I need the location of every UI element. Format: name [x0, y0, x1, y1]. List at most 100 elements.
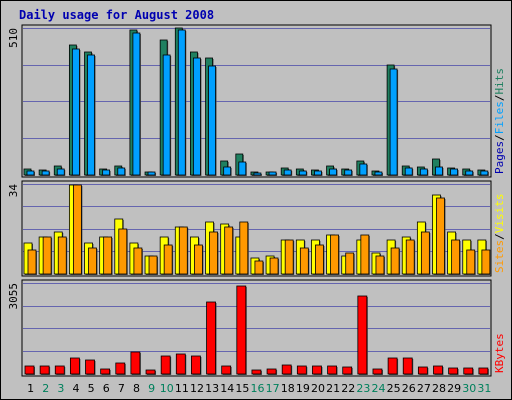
bar-files-day-25	[389, 68, 398, 176]
day-label-7: 7	[118, 382, 125, 395]
day-label-16: 16	[251, 382, 265, 395]
bar-sites-day-18	[284, 239, 294, 275]
bar-sites-day-29	[451, 239, 461, 275]
bar-files-day-14	[223, 166, 232, 176]
legend-entry-kbytes: KBytes	[493, 333, 506, 373]
bar-kbytes-day-8	[130, 351, 141, 375]
bar-files-day-17	[268, 171, 277, 176]
bar-sites-day-20	[315, 244, 324, 275]
day-label-4: 4	[72, 382, 79, 395]
bar-sites-day-17	[269, 257, 279, 275]
legend-entry-sites: Sites	[493, 240, 506, 273]
bar-kbytes-day-1	[24, 365, 35, 375]
panel-kbytes-legend: KBytes	[493, 333, 506, 373]
day-label-18: 18	[281, 382, 295, 395]
bar-kbytes-day-31	[478, 367, 489, 375]
bar-files-day-31	[480, 170, 489, 176]
bar-files-day-15	[238, 161, 247, 176]
bar-kbytes-day-13	[206, 301, 216, 375]
bar-files-day-16	[253, 172, 262, 176]
bar-files-day-27	[419, 168, 428, 176]
bar-files-day-9	[147, 171, 156, 176]
bar-files-day-19	[298, 170, 307, 176]
bar-sites-day-11	[178, 226, 188, 275]
bar-sites-day-2	[42, 236, 52, 275]
bar-sites-day-10	[163, 244, 173, 275]
bar-kbytes-day-6	[100, 368, 111, 375]
bar-files-day-8	[132, 32, 141, 176]
bar-sites-day-1	[27, 249, 37, 275]
bar-kbytes-day-9	[145, 369, 156, 375]
bar-kbytes-day-21	[327, 365, 337, 375]
legend-separator: /	[493, 95, 506, 102]
bar-kbytes-day-12	[191, 355, 201, 375]
chart-title: Daily usage for August 2008	[19, 8, 215, 22]
day-label-27: 27	[417, 382, 431, 395]
day-label-12: 12	[190, 382, 204, 395]
day-label-23: 23	[356, 382, 370, 395]
bar-sites-day-22	[345, 252, 355, 275]
bar-kbytes-day-20	[312, 365, 322, 375]
day-label-15: 15	[235, 382, 249, 395]
bar-kbytes-day-29	[448, 367, 459, 375]
bar-kbytes-day-3	[54, 365, 65, 375]
bar-files-day-7	[117, 167, 126, 176]
day-label-14: 14	[220, 382, 234, 395]
bar-sites-day-3	[57, 236, 67, 275]
legend-entry-visits: Visits	[493, 194, 506, 234]
day-label-1: 1	[27, 382, 34, 395]
bar-sites-day-26	[405, 239, 415, 275]
bar-sites-day-27	[420, 231, 430, 275]
day-label-8: 8	[133, 382, 140, 395]
day-label-30: 30	[462, 382, 476, 395]
bar-kbytes-day-30	[463, 367, 474, 375]
bar-sites-day-14	[224, 226, 234, 275]
bar-sites-day-16	[254, 260, 264, 275]
day-label-24: 24	[372, 382, 386, 395]
bar-files-day-29	[450, 168, 459, 176]
day-label-25: 25	[387, 382, 401, 395]
bar-files-day-30	[465, 170, 474, 176]
bar-sites-day-7	[118, 228, 128, 275]
day-label-28: 28	[432, 382, 446, 395]
panel-hits-legend: Pages/Files/Hits	[493, 68, 506, 174]
bar-kbytes-day-16	[251, 369, 262, 375]
bar-files-day-18	[283, 169, 292, 176]
bar-kbytes-day-7	[115, 362, 126, 375]
bar-kbytes-day-17	[266, 368, 277, 375]
day-label-19: 19	[296, 382, 310, 395]
bar-kbytes-day-26	[402, 357, 413, 375]
bar-sites-day-5	[88, 247, 97, 275]
bar-kbytes-day-11	[175, 353, 186, 375]
day-label-29: 29	[447, 382, 461, 395]
bar-sites-day-23	[360, 234, 370, 275]
bar-sites-day-28	[436, 197, 445, 275]
day-label-26: 26	[402, 382, 416, 395]
panel-kbytes-max-label: 3055	[7, 283, 20, 310]
bar-kbytes-day-15	[236, 285, 247, 375]
bar-sites-day-12	[194, 244, 203, 275]
bar-sites-day-9	[148, 255, 158, 275]
bar-sites-day-30	[466, 249, 476, 275]
day-label-22: 22	[341, 382, 355, 395]
bar-files-day-5	[87, 54, 95, 176]
bar-sites-day-21	[330, 234, 339, 275]
bar-sites-day-15	[239, 221, 249, 275]
bar-kbytes-day-23	[357, 295, 368, 375]
bar-kbytes-day-27	[417, 366, 428, 375]
legend-entry-files: Files	[493, 101, 506, 134]
panel-visits-max-label: 34	[7, 184, 20, 198]
bar-sites-day-31	[481, 249, 491, 275]
day-label-11: 11	[175, 382, 189, 395]
bar-kbytes-day-4	[69, 357, 80, 375]
bar-files-day-28	[435, 166, 443, 176]
bar-kbytes-day-18	[281, 364, 292, 375]
bar-files-day-20	[314, 170, 322, 176]
bar-kbytes-day-22	[342, 366, 353, 375]
bar-sites-day-8	[133, 247, 143, 275]
bar-files-day-1	[26, 170, 35, 176]
legend-separator: /	[493, 233, 506, 240]
bar-files-day-10	[162, 54, 171, 176]
bar-sites-day-6	[103, 236, 113, 275]
panel-visits-legend: Sites/Visits	[493, 194, 506, 274]
